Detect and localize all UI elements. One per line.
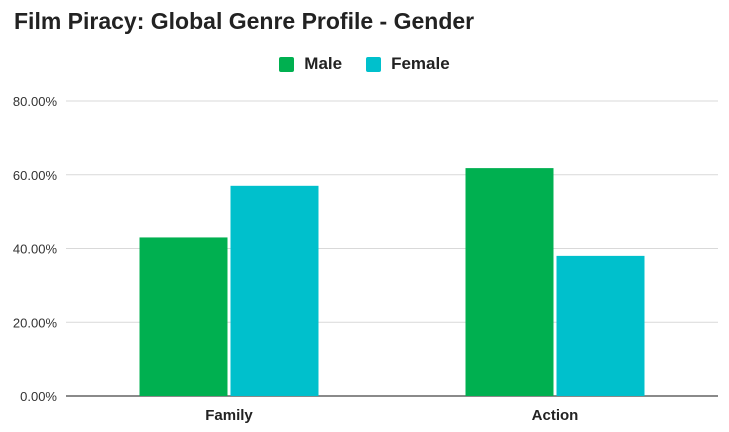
bar-male-family [139, 237, 228, 396]
y-tick-label: 0.00% [20, 389, 57, 404]
legend-label-female: Female [391, 54, 450, 73]
legend-label-male: Male [304, 54, 343, 73]
chart-title: Film Piracy: Global Genre Profile - Gend… [14, 8, 475, 34]
legend-item-male: Male [279, 54, 342, 74]
bar-female-action [556, 255, 645, 396]
bar-female-family [230, 185, 319, 396]
x-tick-label: Family [205, 407, 253, 424]
x-tick-label: Action [532, 407, 579, 424]
legend-swatch-female [366, 56, 382, 72]
legend: Male Female [0, 54, 729, 74]
y-tick-label: 20.00% [13, 315, 58, 330]
y-tick-label: 40.00% [13, 242, 58, 257]
y-tick-label: 80.00% [13, 94, 58, 109]
legend-swatch-male [279, 56, 295, 72]
legend-item-female: Female [366, 54, 450, 74]
bar-male-action [465, 168, 554, 396]
y-tick-label: 60.00% [13, 168, 58, 183]
